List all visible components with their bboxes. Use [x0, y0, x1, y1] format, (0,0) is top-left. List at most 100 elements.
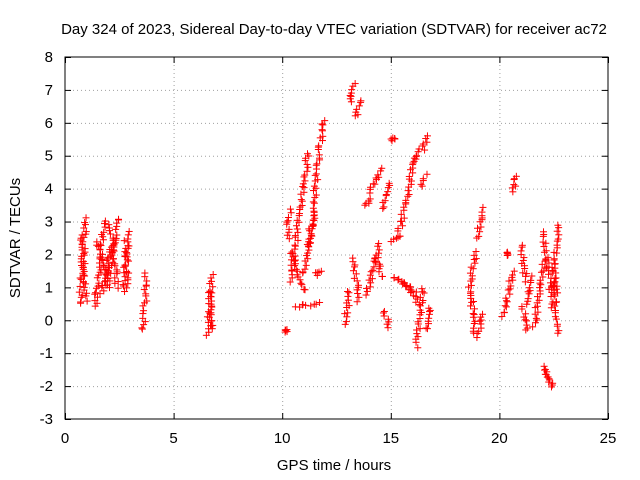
data-point: [402, 282, 410, 290]
data-point: [394, 276, 402, 284]
data-point: [522, 310, 530, 318]
data-point: [288, 248, 296, 256]
y-tick-label: 3: [45, 214, 53, 231]
data-point: [289, 253, 297, 261]
data-point: [423, 325, 431, 333]
data-point: [508, 271, 516, 279]
y-tick-label: 2: [45, 246, 53, 263]
x-tick-label: 10: [274, 430, 291, 447]
y-tick-label: 7: [45, 82, 53, 99]
data-point: [518, 305, 526, 313]
data-point: [555, 231, 563, 239]
data-point: [371, 255, 379, 263]
data-point: [523, 321, 531, 329]
data-point: [381, 197, 389, 205]
data-point: [312, 300, 320, 308]
data-point: [301, 265, 309, 273]
data-point: [284, 213, 292, 221]
chart-title: Day 324 of 2023, Sidereal Day-to-day VTE…: [61, 21, 607, 38]
data-point: [405, 191, 413, 199]
grid: [65, 57, 608, 419]
data-point: [407, 289, 415, 297]
data-point: [208, 277, 216, 285]
data-point: [302, 261, 310, 269]
data-point: [78, 246, 86, 254]
data-point: [547, 304, 555, 312]
data-point: [502, 294, 510, 302]
data-point: [419, 288, 427, 296]
data-point: [391, 135, 399, 143]
data-point: [76, 274, 84, 282]
data-point: [113, 231, 121, 239]
data-point: [470, 251, 478, 259]
data-point: [467, 281, 475, 289]
data-point: [98, 281, 106, 289]
data-point: [536, 287, 544, 295]
data-point: [306, 239, 314, 247]
data-point: [298, 197, 306, 205]
data-point: [319, 121, 327, 129]
data-point: [521, 264, 529, 272]
data-point: [529, 323, 537, 331]
data-point: [520, 254, 528, 262]
data-point: [502, 303, 510, 311]
data-point: [538, 260, 546, 268]
data-point: [104, 274, 112, 282]
data-point: [366, 195, 374, 203]
data-point: [81, 260, 89, 268]
data-point: [123, 253, 131, 261]
data-point: [478, 208, 486, 216]
data-point: [285, 225, 293, 233]
data-point: [551, 292, 559, 300]
data-point: [305, 235, 313, 243]
data-point: [384, 188, 392, 196]
data-point: [357, 97, 365, 105]
data-point: [94, 242, 102, 250]
data-point: [113, 270, 121, 278]
data-point: [369, 266, 377, 274]
data-point: [91, 289, 99, 297]
data-point: [315, 142, 323, 150]
data-point: [293, 225, 301, 233]
data-point: [528, 272, 536, 280]
data-point: [111, 262, 119, 270]
data-point: [205, 289, 213, 297]
data-points: [75, 80, 563, 391]
data-point: [552, 298, 560, 306]
data-point: [363, 287, 371, 295]
data-point: [121, 248, 129, 256]
data-point: [298, 281, 306, 289]
data-point: [384, 324, 392, 332]
data-point: [103, 256, 111, 264]
data-point: [94, 282, 102, 290]
data-point: [353, 286, 361, 294]
data-point: [553, 322, 561, 330]
data-point: [293, 216, 301, 224]
data-point: [286, 278, 294, 286]
data-point: [500, 308, 508, 316]
data-point: [100, 287, 108, 295]
data-point: [208, 325, 216, 333]
data-point: [344, 287, 352, 295]
data-point: [470, 320, 478, 328]
data-point: [396, 232, 404, 240]
data-point: [79, 263, 87, 271]
data-point: [303, 167, 311, 175]
x-axis-label: GPS time / hours: [277, 457, 391, 474]
data-point: [291, 262, 299, 270]
data-point: [341, 310, 349, 318]
data-point: [539, 273, 547, 281]
data-point: [375, 246, 383, 254]
data-point: [379, 204, 387, 212]
data-point: [518, 243, 526, 251]
data-point: [527, 276, 535, 284]
data-point: [533, 316, 541, 324]
data-point: [422, 324, 430, 332]
data-point: [125, 257, 133, 265]
data-point: [82, 280, 90, 288]
axis-tick-labels: 0 5 10 15 20 25 -3 -2 -1 0 1 2 3 4 5 6 7 8: [40, 49, 617, 447]
data-point: [419, 175, 427, 183]
data-point: [550, 248, 558, 256]
data-point: [423, 138, 431, 146]
